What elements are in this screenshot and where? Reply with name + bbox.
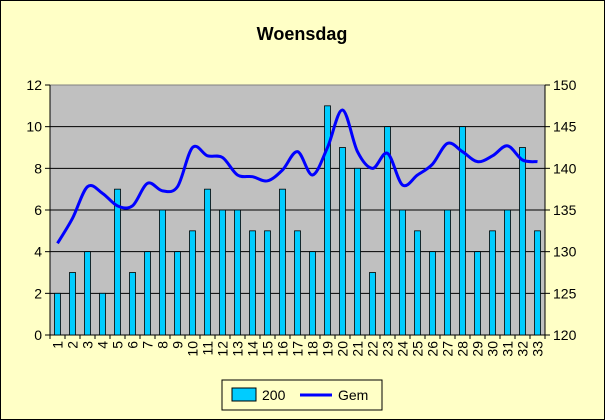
bar <box>414 230 421 336</box>
y-left-tick-label: 10 <box>26 119 42 135</box>
y-right-tick-label: 150 <box>553 77 577 93</box>
legend-label-gem: Gem <box>338 387 368 403</box>
bar <box>279 188 286 336</box>
x-tick-label: 15 <box>260 341 276 357</box>
x-tick-label: 12 <box>215 341 231 357</box>
chart-title: Woensdag <box>257 24 348 44</box>
bar <box>444 209 451 336</box>
x-tick-label: 26 <box>425 341 441 357</box>
bar <box>384 126 391 336</box>
x-tick-label: 13 <box>230 341 246 357</box>
y-right-tick-label: 120 <box>553 327 577 343</box>
x-tick-label: 2 <box>65 341 81 349</box>
bar <box>189 230 196 336</box>
bar <box>114 188 121 336</box>
bar <box>84 251 91 336</box>
x-tick-label: 19 <box>320 341 336 357</box>
x-tick-label: 27 <box>440 341 456 357</box>
bar <box>234 209 241 336</box>
x-tick-label: 30 <box>485 341 501 357</box>
y-right-tick-label: 125 <box>553 285 577 301</box>
bar <box>249 230 256 336</box>
y-right-tick-label: 140 <box>553 160 577 176</box>
x-tick-label: 3 <box>80 341 96 349</box>
bar <box>99 292 106 336</box>
y-right-tick-label: 135 <box>553 202 577 218</box>
y-left-tick-label: 8 <box>34 160 42 176</box>
bar <box>504 209 511 336</box>
x-tick-label: 11 <box>200 341 216 356</box>
x-tick-label: 7 <box>140 341 156 349</box>
bar <box>54 292 61 336</box>
bar <box>129 272 136 336</box>
bar <box>144 251 151 336</box>
bar <box>534 230 541 336</box>
x-tick-label: 32 <box>515 341 531 357</box>
x-tick-label: 31 <box>500 341 516 357</box>
x-tick-label: 6 <box>125 341 141 349</box>
x-tick-label: 14 <box>245 341 261 357</box>
x-tick-label: 22 <box>365 341 381 357</box>
x-tick-label: 24 <box>395 341 411 357</box>
bar <box>219 209 226 336</box>
bar <box>264 230 271 336</box>
x-tick-label: 1 <box>50 341 66 349</box>
bar <box>159 209 166 336</box>
series-line-gem <box>56 108 538 245</box>
legend: 200 Gem <box>221 379 383 411</box>
x-tick-label: 8 <box>155 341 171 349</box>
y-left-tick-label: 6 <box>34 202 42 218</box>
bar <box>204 188 211 336</box>
bar <box>399 209 406 336</box>
bar <box>174 251 181 336</box>
legend-swatch-bar <box>231 387 257 402</box>
x-tick-label: 17 <box>290 341 306 357</box>
x-tick-label: 33 <box>530 341 546 357</box>
bar <box>489 230 496 336</box>
bar <box>519 147 526 336</box>
y-right-tick-label: 145 <box>553 119 577 135</box>
y-left-tick-label: 4 <box>34 244 42 260</box>
x-tick-label: 23 <box>380 341 396 357</box>
x-tick-label: 16 <box>275 341 291 357</box>
bar <box>294 230 301 336</box>
y-left-tick-label: 0 <box>34 327 42 343</box>
bar <box>459 126 466 336</box>
y-left-tick-label: 12 <box>26 77 42 93</box>
x-tick-label: 25 <box>410 341 426 357</box>
x-tick-label: 4 <box>95 341 111 349</box>
x-tick-label: 9 <box>170 341 186 349</box>
bar <box>324 105 331 336</box>
x-tick-label: 18 <box>305 341 321 357</box>
bar <box>369 272 376 336</box>
bar <box>474 251 481 336</box>
x-tick-label: 5 <box>110 341 126 349</box>
bar <box>309 251 316 336</box>
x-tick-label: 10 <box>185 341 201 357</box>
y-right-tick-label: 130 <box>553 244 577 260</box>
bar <box>339 147 346 336</box>
x-tick-label: 20 <box>335 341 351 357</box>
bar <box>354 167 361 336</box>
legend-label-200: 200 <box>262 387 286 403</box>
bar <box>429 251 436 336</box>
x-tick-label: 29 <box>470 341 486 357</box>
y-left-tick-label: 2 <box>34 285 42 301</box>
x-tick-label: 21 <box>350 341 366 357</box>
bar <box>69 272 76 336</box>
x-tick-label: 28 <box>455 341 471 357</box>
